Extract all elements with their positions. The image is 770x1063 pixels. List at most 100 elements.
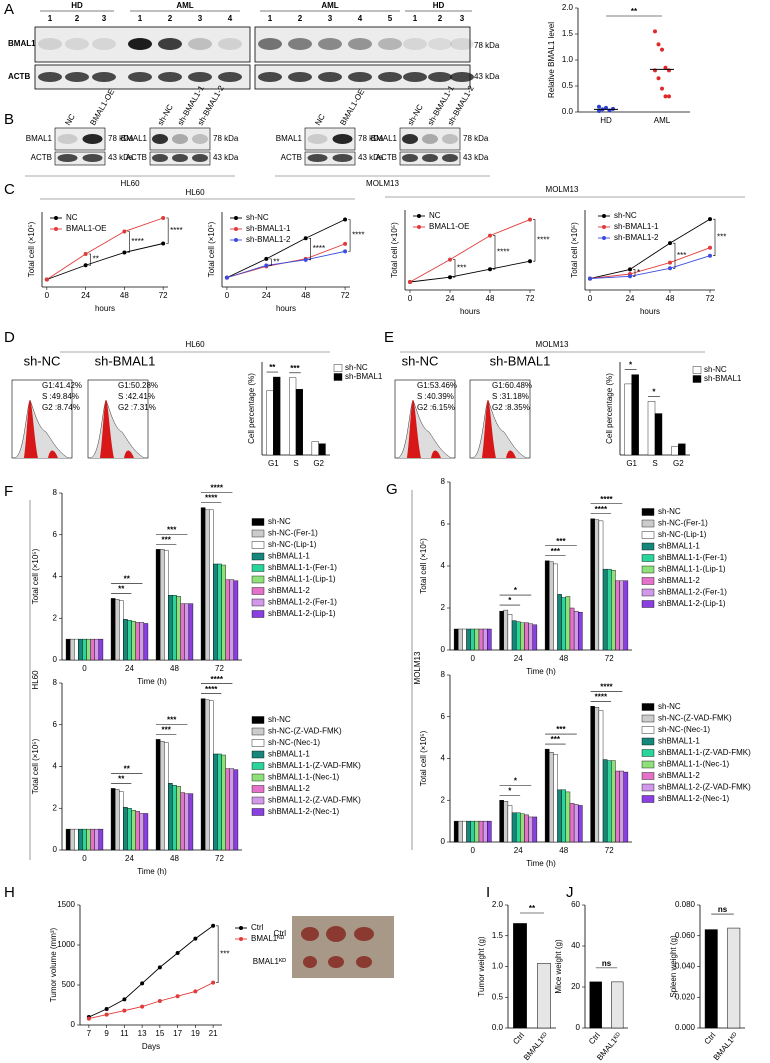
band: [57, 134, 78, 144]
legend-label: shBMAL1-2: [658, 576, 700, 585]
blot-frame: [399, 127, 461, 151]
point: [528, 217, 532, 222]
lane-group: AML: [321, 1, 338, 10]
sig-bracket: [269, 258, 272, 266]
point: [140, 981, 145, 986]
x-tick-label: 24: [446, 294, 455, 303]
bar: [233, 580, 239, 661]
x-axis-label: hours: [95, 304, 115, 313]
sig-label: **: [118, 775, 125, 784]
sig-bracket: [88, 253, 91, 266]
panel-label: B: [4, 111, 14, 128]
bar: [573, 610, 579, 651]
x-tick-label: 72: [605, 654, 614, 663]
panel-label: E: [384, 329, 394, 346]
lane-label: NC: [313, 112, 327, 127]
bar: [611, 570, 616, 651]
bar: [135, 811, 140, 851]
point: [656, 42, 661, 47]
point: [161, 216, 166, 220]
point: [667, 94, 671, 99]
band: [450, 72, 474, 82]
y-axis-label: Mice weight (g): [554, 939, 563, 994]
bar: [123, 807, 128, 851]
y-tick-label: 0: [53, 845, 58, 854]
y-tick-label: 8: [53, 678, 58, 687]
sig-label: *: [514, 586, 518, 595]
bar: [82, 828, 87, 851]
y-tick-label: 1.0: [492, 962, 504, 971]
series-line: [46, 243, 164, 280]
x-tick-label: 0: [408, 294, 413, 303]
point: [668, 241, 672, 246]
section-label: HL60: [31, 670, 40, 690]
bar: [184, 793, 190, 851]
point: [656, 76, 661, 81]
lane-label: 4: [228, 14, 233, 23]
flow-g2: [431, 450, 441, 458]
legend-swatch: [692, 375, 702, 383]
legend-swatch: [641, 772, 655, 780]
band: [428, 38, 452, 50]
sig-label: ***: [162, 535, 172, 544]
x-tick-label: Ctrl: [587, 1031, 602, 1046]
x-tick-label: G1: [626, 459, 637, 468]
band: [422, 154, 438, 162]
legend-marker: [239, 937, 243, 941]
x-axis-label: hours: [460, 307, 480, 316]
point: [264, 263, 269, 268]
bar: [474, 628, 480, 651]
legend-label: BMAL1-OE: [429, 222, 469, 231]
bar: [611, 760, 616, 843]
band: [65, 72, 89, 82]
bar: [188, 793, 194, 851]
legend-marker: [602, 214, 606, 218]
bar: [671, 446, 679, 456]
band: [158, 72, 182, 82]
bar: [159, 741, 165, 851]
row-label: BMAL1: [121, 134, 148, 143]
row-label: BMAL1: [26, 134, 53, 143]
panel-label: J: [566, 884, 574, 901]
x-tick-label: 48: [666, 294, 675, 303]
series-line: [226, 250, 346, 279]
sig-label: ****: [600, 495, 613, 504]
legend-swatch: [333, 373, 343, 381]
y-axis-label: Total cell (×10⁵): [207, 221, 216, 277]
flow-stat: G1:60.48%: [492, 381, 532, 390]
bar: [511, 620, 517, 651]
bar: [513, 923, 527, 1029]
bar: [598, 520, 604, 651]
x-tick-label: 48: [170, 854, 179, 863]
y-tick-label: 2: [441, 603, 446, 612]
row-label: ACTB: [281, 153, 302, 162]
flow-stat: S :42.41%: [118, 392, 155, 401]
bar: [590, 706, 595, 843]
flow-stat: G2 :8.74%: [42, 403, 80, 412]
y-tick-label: 2: [441, 795, 446, 804]
sig-label: ns: [718, 905, 728, 914]
legend-label: shBMAL1-2-(Lip-1): [658, 599, 726, 608]
bar: [213, 563, 218, 661]
legend-swatch: [251, 575, 265, 584]
panel-label: H: [4, 884, 15, 901]
legend-label: sh-NC: [658, 507, 681, 516]
x-tick-label: 0: [471, 846, 476, 855]
x-tick-label: HD: [600, 116, 612, 125]
lane-label: 1: [138, 14, 143, 23]
lane-label: BMAL1-OE: [338, 88, 366, 128]
bar: [528, 623, 533, 651]
bar: [615, 580, 620, 651]
series-line: [88, 925, 214, 1018]
x-tick-label: 0: [45, 291, 50, 300]
x-tick-label: 48: [559, 846, 568, 855]
legend-swatch: [641, 508, 655, 516]
bar: [611, 981, 624, 1029]
legend-label: shBMAL1-1-(Z-VAD-FMK): [658, 748, 751, 757]
legend-label: shBMAL1-1-(Nec-1): [268, 773, 339, 782]
legend-swatch: [251, 541, 265, 549]
row-label: BMAL1: [8, 39, 36, 48]
bar: [619, 770, 624, 843]
band: [152, 154, 168, 162]
sig-label: **: [273, 257, 279, 266]
